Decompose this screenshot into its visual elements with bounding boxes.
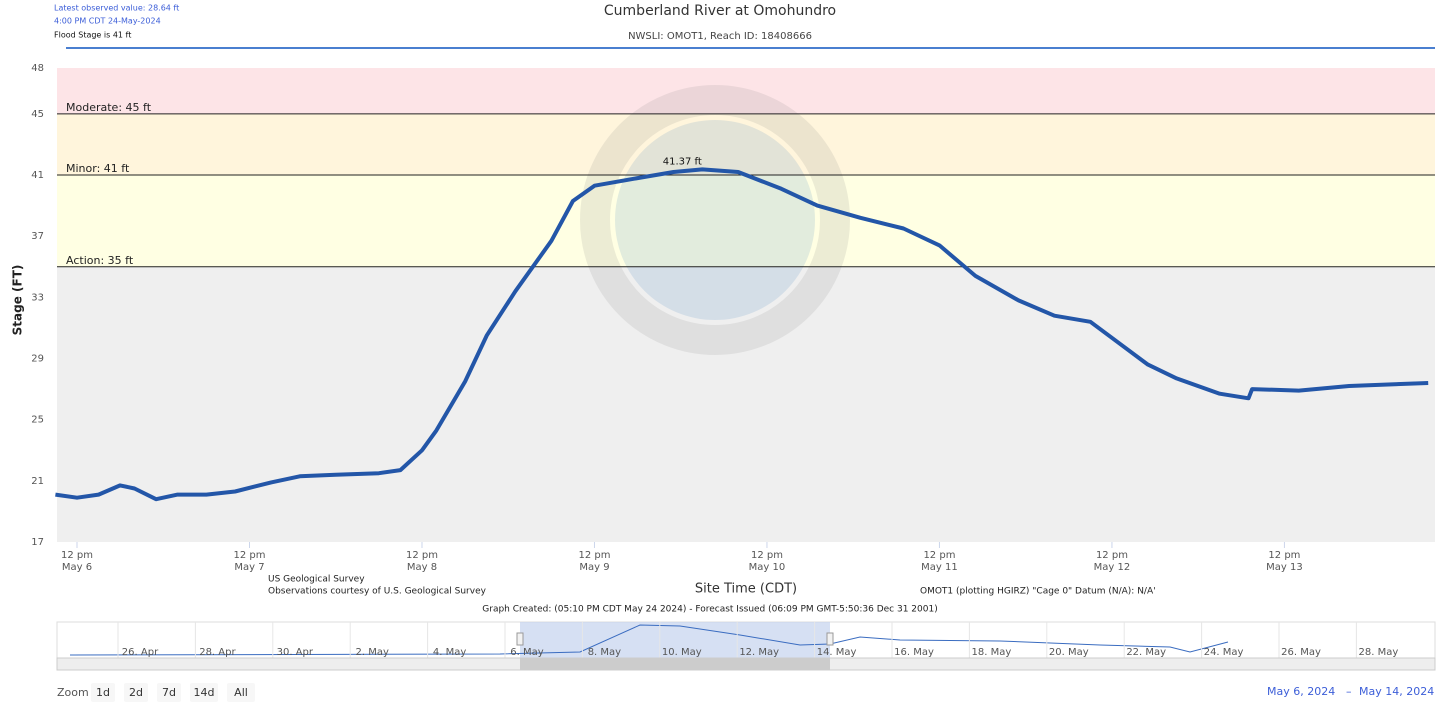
x-tick-label: 12 pm — [233, 550, 265, 561]
zoom-button[interactable] — [124, 683, 148, 702]
zoom-button-label[interactable]: All — [234, 686, 248, 699]
y-axis-label: Stage (FT) — [11, 265, 25, 336]
zoom-button[interactable] — [157, 683, 181, 702]
peak-label: 41.37 ft — [663, 156, 702, 167]
flood-stage: Flood Stage is 41 ft — [54, 31, 131, 40]
navigator-label: 26. Apr — [122, 647, 159, 658]
flood-band — [57, 175, 1435, 267]
x-tick-date: May 6 — [62, 562, 92, 573]
navigator-label: 14. May — [817, 647, 857, 658]
zoom-button-label[interactable]: 14d — [194, 686, 215, 699]
x-tick-date: May 7 — [234, 562, 264, 573]
navigator-label: 24. May — [1204, 647, 1244, 658]
plot: 17 21 25 29 33 37 41 45 48 Action: 35 ft Minor: 41… — [31, 63, 1435, 573]
x-tick-label: 12 pm — [923, 550, 955, 561]
chart-title: Cumberland River at Omohundro — [604, 3, 836, 19]
navigator-label: 6. May — [510, 647, 543, 658]
y-tick-label: 48 — [31, 63, 44, 74]
y-tick-label: 25 — [31, 415, 44, 426]
zoom-button-label[interactable]: 2d — [129, 686, 143, 699]
y-tick-label: 17 — [31, 537, 44, 548]
credit-created: Graph Created: (05:10 PM CDT May 24 2024… — [482, 605, 937, 615]
navigator-label: 4. May — [433, 647, 466, 658]
credit-source: US Geological Survey — [268, 575, 365, 585]
stage-line — [55, 167, 1429, 502]
navigator-label: 18. May — [972, 647, 1012, 658]
navigator-label: 20. May — [1049, 647, 1089, 658]
x-tick-date: May 13 — [1266, 562, 1303, 573]
credit-datum: OMOT1 (plotting HGIRZ) "Cage 0" Datum (N… — [920, 587, 1156, 597]
zoom-button[interactable] — [91, 683, 115, 702]
navigator-label: 12. May — [739, 647, 779, 658]
zoom-button-label[interactable]: 1d — [96, 686, 110, 699]
zoom-button[interactable] — [190, 683, 218, 702]
y-tick-label: 37 — [31, 231, 44, 242]
x-tick-label: 12 pm — [578, 550, 610, 561]
navigator-label: 8. May — [588, 647, 621, 658]
y-tick-label: 29 — [31, 354, 44, 365]
navigator-label: 10. May — [662, 647, 702, 658]
flood-band — [57, 68, 1435, 114]
handle-left[interactable] — [516, 632, 524, 646]
x-axis-label: Site Time (CDT) — [695, 582, 797, 597]
x-tick-date: May 12 — [1094, 562, 1131, 573]
x-tick-date: May 10 — [749, 562, 786, 573]
x-tick-date: May 11 — [921, 562, 958, 573]
x-tick-label: 12 pm — [1268, 550, 1300, 561]
navigator-label: 16. May — [894, 647, 934, 658]
watermark — [580, 85, 850, 355]
range-to[interactable]: May 14, 2024 — [1359, 685, 1434, 698]
range-sep: – — [1346, 685, 1352, 698]
navigator-label: 26. May — [1281, 647, 1321, 658]
scrollbar-thumb[interactable] — [520, 658, 830, 670]
flood-band — [57, 266, 1435, 542]
navigator-label: 28. Apr — [199, 647, 236, 658]
zoom-button[interactable] — [227, 683, 255, 702]
zoom-button-label[interactable]: 7d — [162, 686, 176, 699]
threshold-label: Action: 35 ft — [66, 254, 134, 267]
flood-band — [57, 113, 1435, 176]
x-tick-date: May 8 — [407, 562, 437, 573]
navigator-label: 22. May — [1126, 647, 1166, 658]
navigator: 26. Apr 28. Apr 30. Apr 2. May 4. May 6. May 8… — [56, 621, 1436, 671]
threshold-label: Moderate: 45 ft — [66, 101, 152, 114]
threshold-label: Minor: 41 ft — [66, 162, 130, 175]
y-tick-label: 45 — [31, 109, 44, 120]
y-tick-label: 21 — [31, 476, 44, 487]
handle-right[interactable] — [826, 632, 834, 646]
latest-value: Latest observed value: 28.64 ft — [54, 4, 179, 13]
credit-courtesy: Observations courtesy of U.S. Geological… — [268, 587, 487, 597]
x-tick-label: 12 pm — [751, 550, 783, 561]
zoom-label: Zoom — [57, 686, 89, 699]
navigator-label: 30. Apr — [277, 647, 314, 658]
navigator-label: 28. May — [1359, 647, 1399, 658]
latest-time: 4:00 PM CDT 24-May-2024 — [54, 17, 161, 26]
chart-subtitle: NWSLI: OMOT1, Reach ID: 18408666 — [628, 31, 812, 42]
range-from[interactable]: May 6, 2024 — [1267, 685, 1335, 698]
x-tick-label: 12 pm — [1096, 550, 1128, 561]
x-tick-date: May 9 — [579, 562, 609, 573]
x-tick-label: 12 pm — [406, 550, 438, 561]
x-tick-label: 12 pm — [61, 550, 93, 561]
y-tick-label: 33 — [31, 292, 44, 303]
navigator-label: 2. May — [355, 647, 388, 658]
y-tick-label: 41 — [31, 170, 44, 181]
bands — [57, 68, 1435, 542]
